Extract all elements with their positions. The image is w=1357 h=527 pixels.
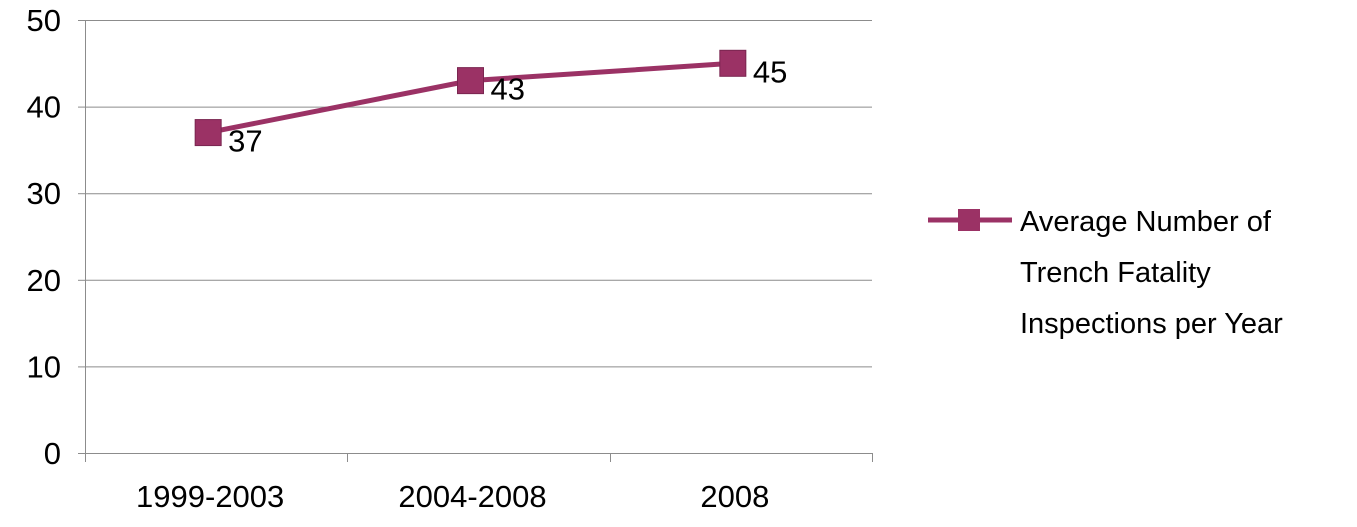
legend-marker-swatch: [958, 209, 980, 231]
axes: [78, 20, 873, 462]
y-tick-label-10: 10: [27, 349, 61, 384]
y-tick-label-40: 40: [27, 90, 61, 125]
y-axis-tick-labels: 0 10 20 30 40 50: [27, 3, 61, 471]
x-tick-label-1: 2004-2008: [398, 479, 546, 514]
data-point-0: [194, 119, 222, 147]
legend-label-line-3: Inspections per Year: [1020, 308, 1283, 340]
data-label-2: 45: [753, 54, 787, 89]
data-label-1: 43: [491, 72, 525, 107]
series-layer: [194, 49, 747, 147]
legend: Average Number of Trench Fatality Inspec…: [928, 206, 1283, 340]
data-point-2: [719, 49, 747, 77]
x-axis-tick-labels: 1999-2003 2004-2008 2008: [136, 479, 769, 514]
x-tick-label-0: 1999-2003: [136, 479, 284, 514]
data-label-0: 37: [228, 124, 262, 159]
x-tick-label-2: 2008: [700, 479, 769, 514]
gridlines: [85, 20, 872, 368]
data-point-1: [457, 67, 484, 95]
y-tick-label-20: 20: [27, 263, 61, 298]
y-tick-label-0: 0: [44, 436, 61, 471]
y-tick-label-30: 30: [27, 176, 61, 211]
legend-label-line-1: Average Number of: [1020, 206, 1272, 238]
legend-label-line-2: Trench Fatality: [1020, 257, 1211, 289]
y-tick-label-50: 50: [27, 3, 61, 38]
data-labels: 37 43 45: [228, 54, 787, 158]
